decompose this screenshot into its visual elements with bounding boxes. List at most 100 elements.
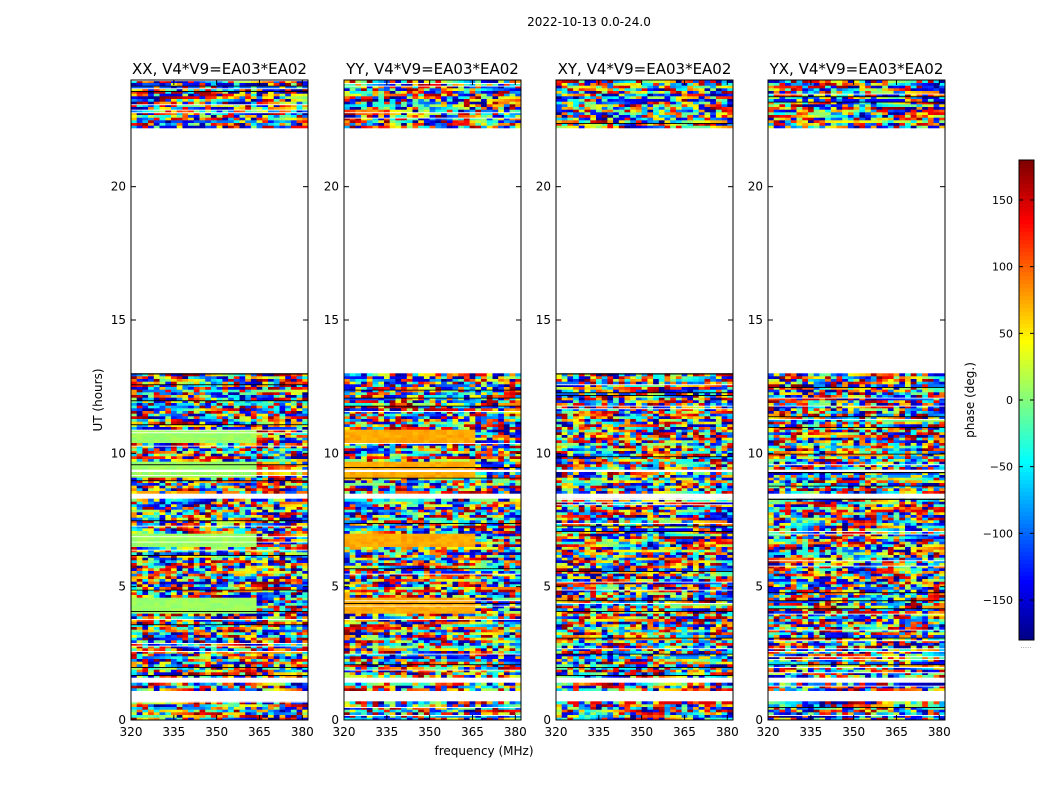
colorbar-swatch xyxy=(1019,356,1034,361)
x-tick-label: 335 xyxy=(587,725,610,739)
colorbar-swatch xyxy=(1019,168,1034,173)
colorbar-swatch xyxy=(1019,552,1034,557)
colorbar-swatch xyxy=(1019,504,1034,509)
colorbar-swatch xyxy=(1019,532,1034,537)
colorbar-swatch xyxy=(1019,164,1034,169)
colorbar-swatch xyxy=(1019,576,1034,581)
x-tick-label: 365 xyxy=(673,725,696,739)
panel-3: XY, V4*V9=EA03*EA02 320 335 350 365 380 0 5 10 15… xyxy=(536,60,739,739)
colorbar-swatch xyxy=(1019,540,1034,545)
plot-frame xyxy=(343,79,522,721)
x-tick-label: 350 xyxy=(205,725,228,739)
colorbar-swatch xyxy=(1019,308,1034,313)
colorbar-swatch xyxy=(1019,236,1034,241)
phase-image xyxy=(131,80,308,720)
colorbar-tick-label: 0 xyxy=(1006,394,1013,407)
colorbar-swatch xyxy=(1019,380,1034,385)
colorbar-swatch xyxy=(1019,384,1034,389)
colorbar-swatch xyxy=(1019,248,1034,253)
colorbar-swatch xyxy=(1019,448,1034,453)
panel-1: XX, V4*V9=EA03*EA02 320 335 350 365 380 0 5 10 15… xyxy=(111,60,314,739)
x-axis-label: frequency (MHz) xyxy=(434,744,533,758)
colorbar-swatch xyxy=(1019,580,1034,585)
colorbar-swatch xyxy=(1019,608,1034,613)
plot-frame xyxy=(555,79,734,721)
colorbar-swatch xyxy=(1019,224,1034,229)
colorbar-swatch xyxy=(1019,208,1034,213)
colorbar-swatch xyxy=(1019,460,1034,465)
colorbar-footer: ..... xyxy=(1020,642,1031,650)
x-tick-label: 380 xyxy=(716,725,739,739)
y-tick-label: 5 xyxy=(331,580,339,594)
y-tick-label: 0 xyxy=(755,713,763,727)
colorbar-swatch xyxy=(1019,296,1034,301)
colorbar-swatch xyxy=(1019,392,1034,397)
colorbar-swatch xyxy=(1019,512,1034,517)
colorbar-swatch xyxy=(1019,368,1034,373)
colorbar-swatch xyxy=(1019,204,1034,209)
colorbar-swatch xyxy=(1019,428,1034,433)
colorbar-swatch xyxy=(1019,276,1034,281)
x-tick-label: 350 xyxy=(630,725,653,739)
colorbar-swatch xyxy=(1019,600,1034,605)
colorbar-swatch xyxy=(1019,180,1034,185)
colorbar-swatch xyxy=(1019,172,1034,177)
colorbar-swatch xyxy=(1019,588,1034,593)
colorbar-swatch xyxy=(1019,572,1034,577)
colorbar-swatch xyxy=(1019,228,1034,233)
colorbar-swatch xyxy=(1019,524,1034,529)
colorbar-swatch xyxy=(1019,340,1034,345)
y-tick-label: 20 xyxy=(324,180,339,194)
x-tick-label: 365 xyxy=(885,725,908,739)
colorbar: 150 100 50 0 −50 −100 −150 xyxy=(983,159,1035,641)
x-tick-label: 380 xyxy=(291,725,314,739)
colorbar-swatch xyxy=(1019,612,1034,617)
panel-2: YY, V4*V9=EA03*EA02 320 335 350 365 380 0 5 10 15… xyxy=(324,60,527,739)
colorbar-swatch xyxy=(1019,400,1034,405)
y-tick-label: 5 xyxy=(755,580,763,594)
colorbar-swatch xyxy=(1019,160,1034,165)
colorbar-swatch xyxy=(1019,304,1034,309)
colorbar-swatch xyxy=(1019,452,1034,457)
colorbar-swatch xyxy=(1019,212,1034,217)
colorbar-swatch xyxy=(1019,492,1034,497)
colorbar-swatch xyxy=(1019,528,1034,533)
colorbar-swatch xyxy=(1019,268,1034,273)
colorbar-swatch xyxy=(1019,200,1034,205)
y-tick-label: 15 xyxy=(324,313,339,327)
colorbar-swatch xyxy=(1019,632,1034,637)
colorbar-swatch xyxy=(1019,488,1034,493)
colorbar-swatch xyxy=(1019,444,1034,449)
colorbar-swatch xyxy=(1019,364,1034,369)
colorbar-swatch xyxy=(1019,216,1034,221)
colorbar-swatch xyxy=(1019,264,1034,269)
y-tick-label: 0 xyxy=(543,713,551,727)
x-tick-label: 350 xyxy=(418,725,441,739)
colorbar-swatch xyxy=(1019,412,1034,417)
colorbar-swatch xyxy=(1019,472,1034,477)
y-tick-label: 5 xyxy=(543,580,551,594)
colorbar-tick-label: −50 xyxy=(990,461,1013,474)
colorbar-swatch xyxy=(1019,496,1034,501)
y-tick-label: 20 xyxy=(111,180,126,194)
x-tick-label: 320 xyxy=(120,725,143,739)
colorbar-swatch xyxy=(1019,408,1034,413)
y-tick-label: 15 xyxy=(536,313,551,327)
colorbar-swatch xyxy=(1019,484,1034,489)
colorbar-swatch xyxy=(1019,628,1034,633)
colorbar-swatch xyxy=(1019,344,1034,349)
colorbar-tick-label: −150 xyxy=(983,594,1013,607)
y-tick-label: 10 xyxy=(748,446,763,460)
colorbar-swatch xyxy=(1019,188,1034,193)
colorbar-swatch xyxy=(1019,316,1034,321)
phase-cells xyxy=(344,80,521,720)
y-axis-label: UT (hours) xyxy=(91,368,105,431)
colorbar-swatch xyxy=(1019,196,1034,201)
panel-4: YX, V4*V9=EA03*EA02 320 335 350 365 380 0 5 10 15… xyxy=(748,60,951,739)
colorbar-swatch xyxy=(1019,240,1034,245)
colorbar-swatch xyxy=(1019,536,1034,541)
y-tick-label: 0 xyxy=(331,713,339,727)
colorbar-swatch xyxy=(1019,480,1034,485)
y-tick-label: 0 xyxy=(118,713,126,727)
x-tick-label: 335 xyxy=(799,725,822,739)
